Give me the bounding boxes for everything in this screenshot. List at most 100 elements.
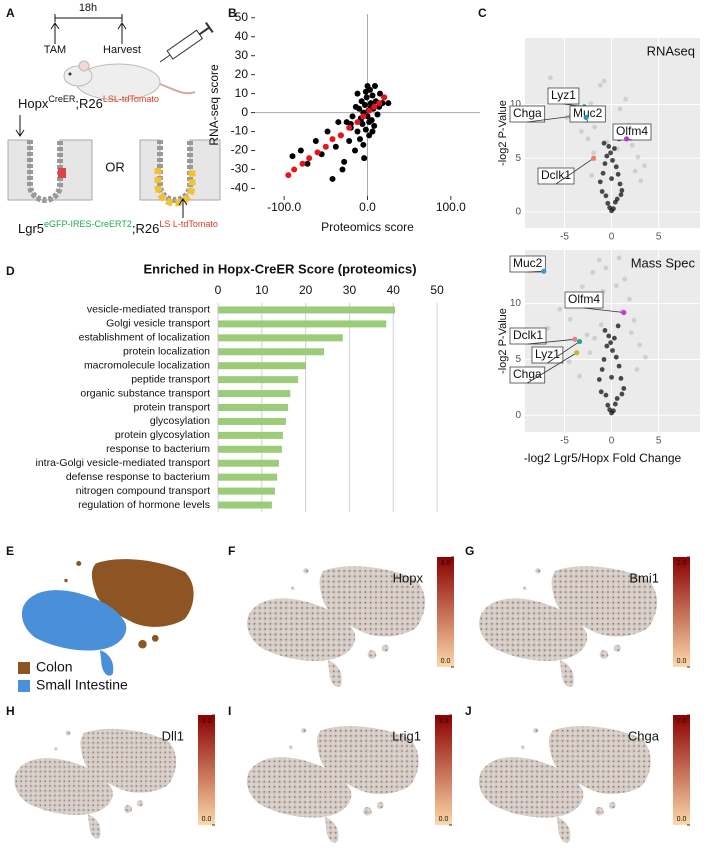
x-tick-label: 100.0 xyxy=(436,200,466,214)
point xyxy=(643,354,648,360)
point xyxy=(354,119,361,126)
y-tick-label: 0 xyxy=(241,105,248,119)
expression xyxy=(548,726,651,794)
arrow xyxy=(15,115,25,137)
y-tick-label: -20 xyxy=(231,143,249,157)
point xyxy=(374,111,381,118)
x-tick-label: 10 xyxy=(255,283,269,297)
point xyxy=(605,402,611,408)
leader-line xyxy=(527,270,544,273)
bar xyxy=(218,348,325,356)
reporter: LSL-tdTomato xyxy=(103,94,159,104)
x-tick-label: -5 xyxy=(560,436,569,447)
category-label: organic substance transport xyxy=(80,387,210,399)
point xyxy=(605,200,611,206)
point xyxy=(613,283,619,289)
point xyxy=(598,322,604,328)
bar xyxy=(218,390,291,398)
category-label: protein glycosylation xyxy=(115,429,210,441)
point xyxy=(634,367,640,372)
y-tick-label: 5 xyxy=(515,153,521,164)
legend-label: Colon xyxy=(36,659,73,675)
gene-label: Muc2 xyxy=(573,106,603,120)
gene-label: Muc2 xyxy=(513,256,543,270)
panel-label: E xyxy=(6,544,14,558)
point xyxy=(364,113,371,120)
point xyxy=(304,160,311,167)
point xyxy=(629,142,635,148)
reporter: LS L-tdTomato xyxy=(159,219,218,229)
highlight-point xyxy=(572,336,578,342)
point xyxy=(356,105,363,112)
gene-label: Chga xyxy=(513,367,542,381)
point xyxy=(601,140,607,146)
point xyxy=(591,150,597,156)
highlight-point xyxy=(621,309,627,316)
leader-line xyxy=(555,157,594,185)
plot-title: RNAseq xyxy=(647,43,695,58)
y-tick-label: 0 xyxy=(515,410,521,421)
gene-label: Chga xyxy=(513,106,542,120)
point xyxy=(579,284,585,290)
panel-label: F xyxy=(228,544,235,558)
plot-title: Mass Spec xyxy=(631,255,696,270)
leader-line xyxy=(527,338,575,345)
point xyxy=(291,166,298,173)
point xyxy=(354,128,361,135)
colorbar-label: 3.0 xyxy=(441,560,451,567)
point xyxy=(371,103,378,110)
bar xyxy=(218,459,279,467)
category-label: establishment of localization xyxy=(79,332,210,344)
point xyxy=(592,124,598,130)
point xyxy=(341,158,348,165)
gene-label: Dclk1 xyxy=(541,168,571,182)
bar xyxy=(218,445,282,453)
x-tick-label: 40 xyxy=(387,283,401,297)
category-label: protein localization xyxy=(123,346,210,358)
panel-label: I xyxy=(228,704,231,718)
allele: eGFP-IRES-CreERT2 xyxy=(44,219,132,229)
point xyxy=(322,143,329,150)
point xyxy=(611,335,617,341)
point xyxy=(622,276,628,282)
point xyxy=(362,126,369,133)
colorbar-label: 7.0 xyxy=(677,718,687,725)
point xyxy=(627,296,632,302)
colorbar-label: 0.0 xyxy=(202,816,212,823)
expression xyxy=(325,817,339,843)
point xyxy=(638,178,644,184)
point xyxy=(589,173,595,178)
gene-name: Chga xyxy=(628,728,660,743)
expression xyxy=(560,660,574,687)
point xyxy=(337,132,344,139)
colorbar xyxy=(198,715,215,825)
point xyxy=(616,363,622,369)
point xyxy=(548,75,553,81)
category-label: nitrogen compound transport xyxy=(76,485,210,497)
duration: 18h xyxy=(79,2,97,14)
mouse xyxy=(63,60,196,101)
tsne-map xyxy=(246,726,419,843)
point xyxy=(314,149,321,156)
point xyxy=(577,373,582,379)
colorbar-label: 2.0 xyxy=(677,560,687,567)
plot-background xyxy=(525,38,700,228)
point xyxy=(610,348,615,353)
category-label: glycosylation xyxy=(150,415,210,427)
category-label: macromolecule localization xyxy=(84,359,210,371)
point xyxy=(635,154,641,160)
point xyxy=(376,100,383,107)
colorbar xyxy=(435,715,452,825)
expression xyxy=(551,566,657,637)
panel-label: H xyxy=(6,704,15,718)
point xyxy=(642,163,647,169)
point xyxy=(597,179,603,185)
end-label: Harvest xyxy=(103,44,141,56)
point xyxy=(335,119,342,126)
point xyxy=(289,153,296,160)
highlight-point xyxy=(576,338,583,345)
expression xyxy=(478,757,584,818)
bar xyxy=(218,334,343,342)
point xyxy=(613,164,619,170)
point xyxy=(329,175,336,182)
